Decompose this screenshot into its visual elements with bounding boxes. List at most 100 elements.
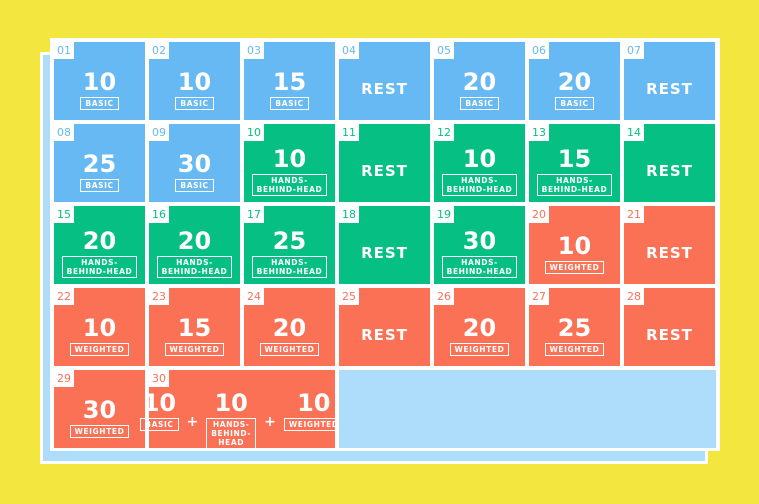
exercise-group: 25 HANDS- BEHIND-HEAD [251, 228, 328, 278]
exercise-type-badge: BASIC [270, 96, 309, 110]
rest-label: REST [361, 326, 408, 344]
day-cell-11[interactable]: 11 REST [339, 124, 430, 202]
exercise-group: 10 HANDS- BEHIND-HEAD [251, 145, 328, 196]
exercise-type-badge: BASIC [140, 418, 179, 431]
day-cell-16[interactable]: 16 20 HANDS- BEHIND-HEAD [149, 206, 240, 284]
day-content: 25 WEIGHTED [529, 308, 620, 362]
day-cell-25[interactable]: 25 REST [339, 288, 430, 366]
rep-count: 10 [82, 67, 117, 96]
rest-label: REST [646, 326, 693, 344]
rep-count: 30 [82, 395, 117, 424]
day-number: 26 [434, 288, 454, 305]
exercise-group: 10 WEIGHTED [69, 313, 130, 356]
exercise-type-badge: WEIGHTED [283, 418, 344, 431]
rep-count: 20 [82, 227, 117, 255]
exercise-type-badge: WEIGHTED [259, 342, 320, 356]
day-content: 10 WEIGHTED [529, 226, 620, 280]
day-number: 16 [149, 206, 169, 223]
day-cell-19[interactable]: 19 30 HANDS- BEHIND-HEAD [434, 206, 525, 284]
exercise-group: 10 WEIGHTED [283, 389, 344, 431]
day-number: 11 [339, 124, 359, 141]
day-content: 15 WEIGHTED [149, 308, 240, 362]
day-cell-04[interactable]: 04 REST [339, 42, 430, 120]
day-cell-23[interactable]: 23 15 WEIGHTED [149, 288, 240, 366]
exercise-type-badge: WEIGHTED [544, 342, 605, 356]
day-cell-14[interactable]: 14 REST [624, 124, 715, 202]
day-cell-26[interactable]: 26 20 WEIGHTED [434, 288, 525, 366]
exercise-group: 20 BASIC [555, 69, 594, 110]
day-number: 12 [434, 124, 454, 141]
day-cell-15[interactable]: 15 20 HANDS- BEHIND-HEAD [54, 206, 145, 284]
day-cell-28[interactable]: 28 REST [624, 288, 715, 366]
exercise-group: 15 BASIC [270, 69, 309, 110]
exercise-type-badge: BASIC [555, 96, 594, 110]
day-content: 20 HANDS- BEHIND-HEAD [54, 226, 145, 280]
day-number: 09 [149, 124, 169, 141]
day-content: 20 HANDS- BEHIND-HEAD [149, 226, 240, 280]
day-content: 10 BASIC [54, 62, 145, 116]
day-cell-18[interactable]: 18 REST [339, 206, 430, 284]
day-cell-01[interactable]: 01 10 BASIC [54, 42, 145, 120]
day-content: 20 BASIC [434, 62, 525, 116]
exercise-group: 25 WEIGHTED [544, 315, 605, 356]
exercise-type-badge: BASIC [80, 96, 119, 110]
empty-calendar-area [339, 370, 716, 448]
day-number: 27 [529, 288, 549, 305]
rep-count: 10 [297, 389, 331, 417]
day-content: REST [624, 226, 715, 280]
day-content: 10 BASIC [149, 62, 240, 116]
exercise-type-badge: HANDS- BEHIND-HEAD [441, 174, 518, 196]
day-cell-22[interactable]: 22 10 WEIGHTED [54, 288, 145, 366]
day-cell-21[interactable]: 21 REST [624, 206, 715, 284]
day-cell-02[interactable]: 02 10 BASIC [149, 42, 240, 120]
day-cell-06[interactable]: 06 20 BASIC [529, 42, 620, 120]
day-cell-20[interactable]: 20 10 WEIGHTED [529, 206, 620, 284]
day-number: 14 [624, 124, 644, 141]
day-cell-30[interactable]: 30 10 BASIC +10 HANDS- BEHIND-HEAD +10 WEIGHTE… [140, 370, 344, 449]
day-content: 25 BASIC [54, 144, 145, 198]
exercise-group: 20 WEIGHTED [449, 315, 510, 356]
rep-count: 20 [272, 313, 307, 342]
day-number: 24 [244, 288, 264, 305]
day-cell-03[interactable]: 03 15 BASIC [244, 42, 335, 120]
day-content: 20 WEIGHTED [434, 308, 525, 362]
day-cell-27[interactable]: 27 25 WEIGHTED [529, 288, 620, 366]
day-cell-07[interactable]: 07 REST [624, 42, 715, 120]
day-cell-10[interactable]: 10 10 HANDS- BEHIND-HEAD [244, 124, 335, 202]
day-content: 15 BASIC [244, 62, 335, 116]
day-number: 17 [244, 206, 264, 223]
exercise-type-badge: BASIC [175, 178, 214, 192]
day-content: 15 HANDS- BEHIND-HEAD [529, 144, 620, 198]
day-cell-05[interactable]: 05 20 BASIC [434, 42, 525, 120]
day-cell-13[interactable]: 13 15 HANDS- BEHIND-HEAD [529, 124, 620, 202]
day-cell-17[interactable]: 17 25 HANDS- BEHIND-HEAD [244, 206, 335, 284]
rep-count: 30 [462, 227, 497, 255]
day-cell-24[interactable]: 24 20 WEIGHTED [244, 288, 335, 366]
day-number: 10 [244, 124, 264, 141]
day-content: 10 HANDS- BEHIND-HEAD [244, 144, 335, 198]
exercise-type-badge: HANDS- BEHIND-HEAD [536, 174, 613, 196]
exercise-group: 15 WEIGHTED [164, 315, 225, 356]
rep-count: 10 [177, 67, 212, 96]
day-content: 25 HANDS- BEHIND-HEAD [244, 226, 335, 280]
day-cell-29[interactable]: 29 30 WEIGHTED [54, 370, 145, 448]
exercise-group: 20 HANDS- BEHIND-HEAD [61, 227, 138, 278]
day-cell-08[interactable]: 08 25 BASIC [54, 124, 145, 202]
exercise-group: 20 BASIC [460, 69, 499, 110]
rep-count: 20 [177, 227, 212, 255]
day-cell-09[interactable]: 09 30 BASIC [149, 124, 240, 202]
exercise-type-badge: HANDS- BEHIND-HEAD [251, 174, 328, 196]
day-cell-12[interactable]: 12 10 HANDS- BEHIND-HEAD [434, 124, 525, 202]
rep-count: 10 [272, 145, 307, 173]
rep-count: 10 [142, 389, 177, 417]
exercise-group: 10 BASIC [175, 67, 214, 110]
day-number: 20 [529, 206, 549, 223]
exercise-type-badge: WEIGHTED [544, 260, 605, 274]
day-content: REST [624, 62, 715, 116]
rep-count: 10 [82, 313, 117, 342]
day-content: 10 HANDS- BEHIND-HEAD [434, 144, 525, 198]
day-number: 19 [434, 206, 454, 223]
day-number: 03 [244, 42, 264, 59]
day-number: 23 [149, 288, 169, 305]
day-content: REST [339, 226, 430, 280]
